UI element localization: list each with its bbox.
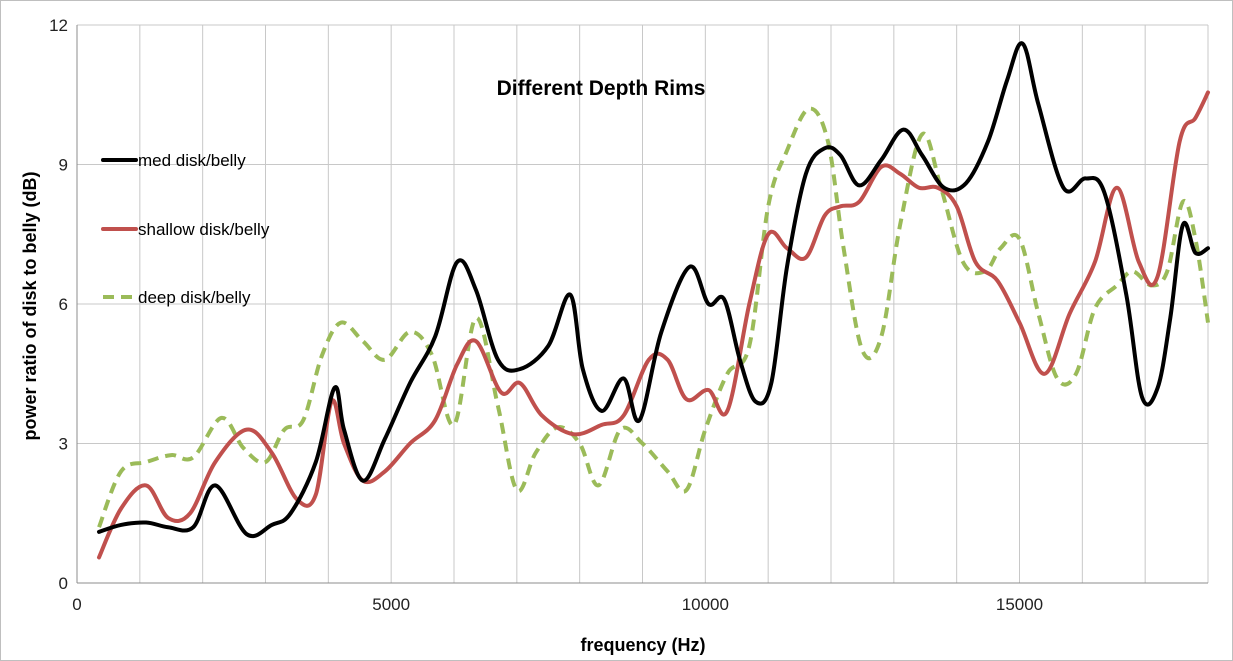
series-line-shallow-disk-belly: [97, 90, 1210, 560]
legend-label-shallow-disk-belly: shallow disk/belly: [138, 220, 270, 239]
x-axis-title: frequency (Hz): [580, 635, 705, 655]
series-line-deep-disk-belly: [97, 106, 1210, 528]
x-tick-label: 0: [72, 595, 81, 614]
y-tick-label: 3: [59, 435, 68, 454]
x-tick-label: 15000: [996, 595, 1043, 614]
y-axis-title: power ratio of disk to belly (dB): [20, 171, 40, 440]
y-tick-label: 12: [49, 16, 68, 35]
x-tick-label: 5000: [372, 595, 410, 614]
y-tick-label: 6: [59, 295, 68, 314]
series-line-med-disk-belly: [97, 41, 1210, 539]
legend: med disk/belly shallow disk/belly deep dis…: [101, 151, 270, 307]
series-lines: [97, 41, 1210, 560]
chart-title: Different Depth Rims: [497, 77, 706, 100]
legend-label-deep-disk-belly: deep disk/belly: [138, 288, 251, 307]
legend-label-med-disk-belly: med disk/belly: [138, 151, 246, 170]
axes: 0 3 6 9 12 0 5000 10000 15000: [49, 16, 1208, 614]
x-tick-label: 10000: [682, 595, 729, 614]
y-tick-label: 0: [59, 574, 68, 593]
y-tick-label: 9: [59, 156, 68, 175]
